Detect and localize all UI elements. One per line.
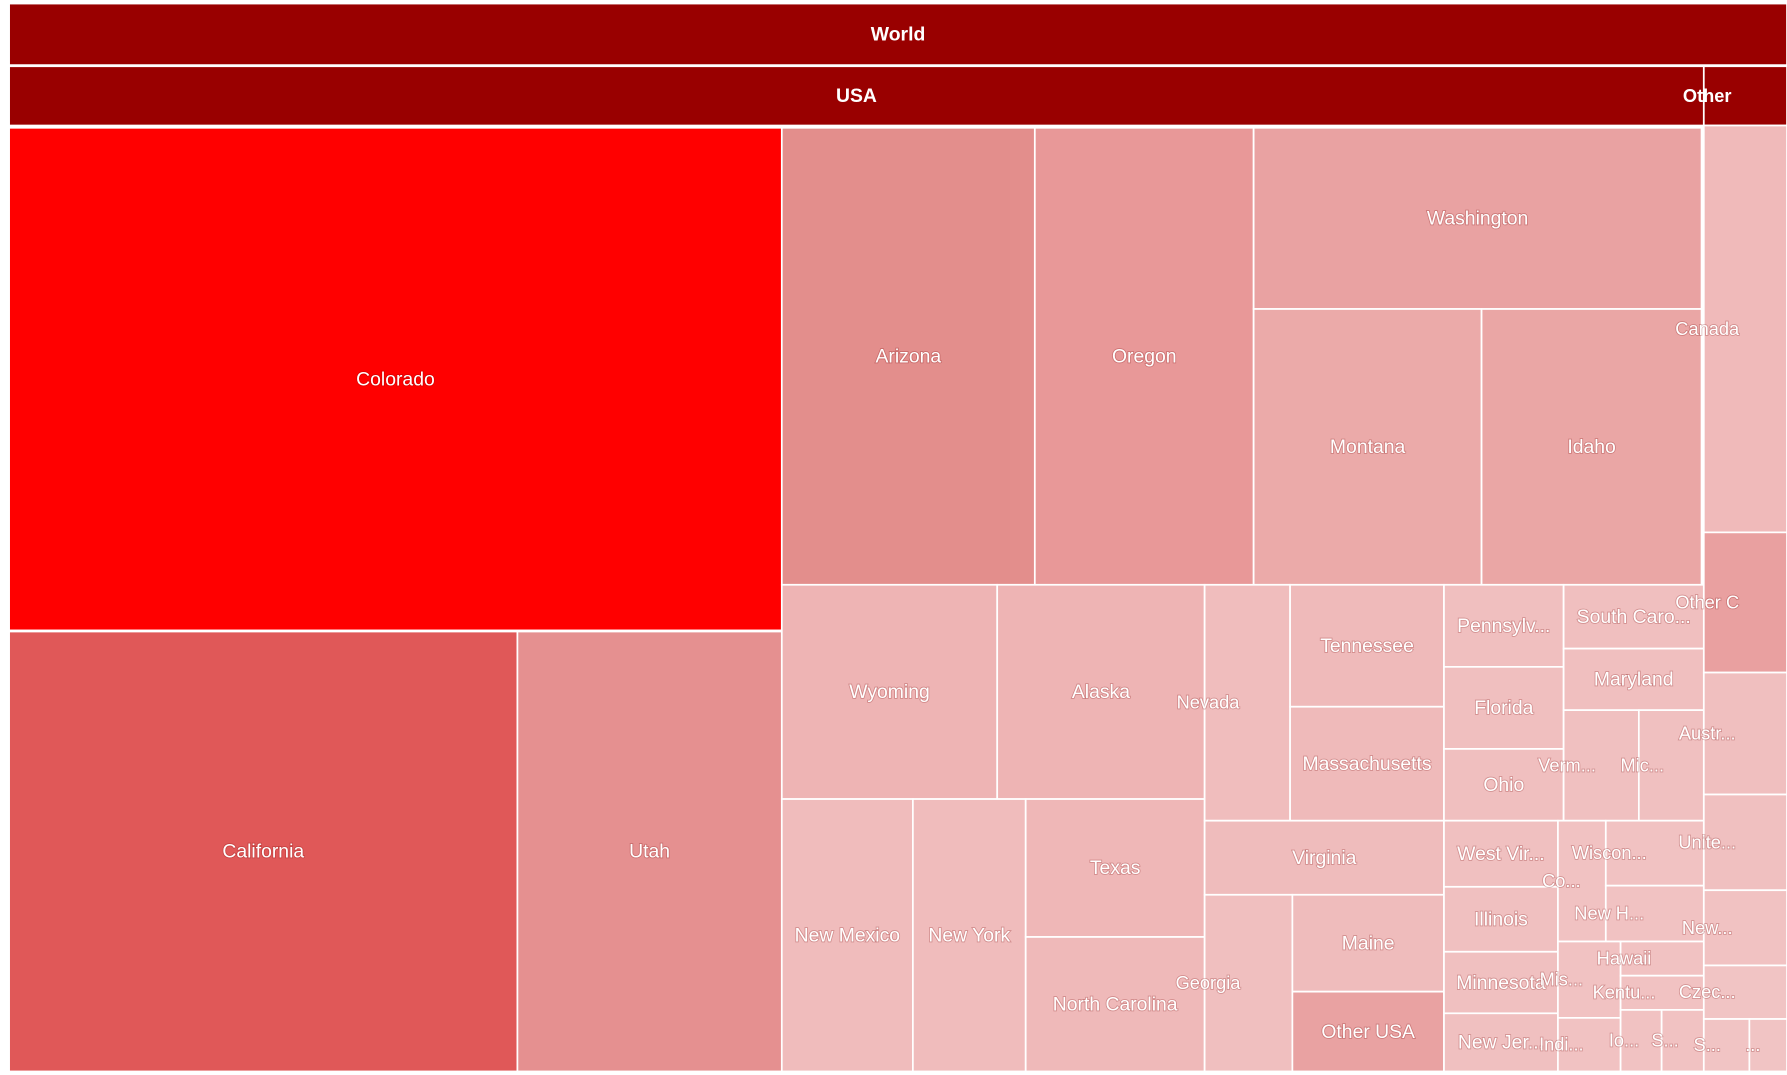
treemap-cell[interactable] (780, 126, 1036, 586)
treemap-cell[interactable] (996, 583, 1206, 800)
cell-label: World (871, 24, 926, 46)
cell-label: Io... (1609, 1030, 1639, 1051)
treemap-cell[interactable] (1702, 65, 1787, 127)
cell-label: Mic... (1620, 754, 1664, 775)
treemap-cell[interactable] (1604, 884, 1705, 943)
cell-label: Washington (1427, 208, 1529, 230)
treemap-cell[interactable] (1024, 936, 1206, 1073)
cell-label: Indi... (1539, 1034, 1584, 1055)
cell-label: Other USA (1321, 1021, 1415, 1043)
treemap-cell[interactable] (1702, 793, 1787, 892)
cell-label: Mis... (1540, 969, 1584, 990)
treemap-cell[interactable] (1562, 647, 1705, 712)
treemap-cell[interactable] (1562, 583, 1705, 650)
cell-label: California (222, 841, 304, 863)
cell-label: Virginia (1292, 847, 1356, 869)
cell-label: ... (1745, 1034, 1760, 1055)
treemap-cell[interactable] (1702, 531, 1787, 674)
treemap-cell[interactable] (1619, 974, 1705, 1011)
cell-label: Montana (1330, 436, 1406, 458)
treemap-cell[interactable] (1033, 126, 1255, 586)
treemap-cell[interactable] (1203, 583, 1291, 822)
cell-label: Unite... (1678, 831, 1736, 852)
cell-label: New York (928, 924, 1010, 946)
cell-label: Co... (1542, 870, 1580, 891)
treemap-cell[interactable] (1619, 1009, 1663, 1073)
treemap-cell[interactable] (516, 630, 783, 1073)
cell-label: Oregon (1112, 346, 1177, 368)
treemap-cell[interactable] (1252, 126, 1703, 310)
cell-label: Tennessee (1320, 635, 1414, 657)
treemap-cell[interactable] (1443, 1012, 1559, 1073)
cell-label: Alaska (1072, 681, 1130, 703)
cell-label: Kentu... (1593, 982, 1656, 1003)
cell-label: New Mexico (795, 924, 900, 946)
cell-label: Utah (629, 841, 670, 863)
treemap-cell[interactable] (780, 583, 999, 800)
cell-label: Canada (1675, 318, 1740, 339)
treemap-cell[interactable] (1289, 705, 1445, 822)
treemap-cell[interactable] (1443, 748, 1565, 822)
cell-label: Nevada (1177, 692, 1241, 713)
treemap-cell[interactable] (1024, 798, 1206, 938)
cell-label: Pennsylv... (1457, 615, 1550, 637)
treemap-cell[interactable] (1748, 1018, 1787, 1073)
cell-label: New Jer... (1458, 1032, 1544, 1054)
treemap-cell[interactable] (8, 126, 783, 632)
cell-label: Austr... (1679, 722, 1736, 743)
cell-label: Hawaii (1597, 948, 1652, 969)
cell-label: New... (1682, 917, 1733, 938)
cell-label: Other C (1675, 591, 1739, 612)
cell-label: South Caro... (1577, 606, 1691, 628)
cell-label: Maryland (1594, 669, 1674, 691)
treemap-cell[interactable] (1291, 893, 1445, 993)
cell-label: Florida (1474, 697, 1533, 719)
cell-label: West Vir... (1457, 843, 1545, 865)
cell-label: Arizona (875, 346, 941, 368)
treemap-cell[interactable] (8, 2, 1787, 66)
cell-label: Czec... (1679, 981, 1736, 1002)
cell-label: Minnesota (1456, 972, 1546, 994)
cell-label: S... (1651, 1030, 1678, 1051)
treemap-cell[interactable] (780, 798, 914, 1073)
treemap-cell[interactable] (1291, 990, 1445, 1073)
cell-label: Idaho (1567, 436, 1615, 458)
cell-label: Illinois (1474, 909, 1528, 931)
treemap-cell[interactable] (1203, 893, 1294, 1073)
treemap-cell[interactable] (912, 798, 1027, 1073)
cell-label: New H... (1574, 903, 1644, 924)
treemap-cell[interactable] (1557, 940, 1622, 1019)
treemap-cell[interactable] (1702, 964, 1787, 1020)
treemap-cell[interactable] (1252, 308, 1483, 586)
treemap-cell[interactable] (1289, 583, 1445, 708)
cell-label: Ohio (1483, 774, 1524, 796)
cell-label: Wiscon... (1572, 842, 1647, 863)
cell-label: Maine (1342, 932, 1395, 954)
treemap-cell[interactable] (1660, 1009, 1705, 1073)
cell-label: Wyoming (849, 681, 930, 703)
treemap-cell[interactable] (1443, 583, 1565, 668)
cell-label: Texas (1090, 857, 1141, 879)
cell-label: Massachusetts (1302, 753, 1431, 775)
treemap-cell[interactable] (1702, 1018, 1751, 1073)
cell-label: USA (836, 85, 877, 107)
treemap-cell[interactable] (8, 630, 519, 1073)
cell-label: Verm... (1538, 754, 1596, 775)
cell-label: Other (1683, 85, 1732, 106)
treemap-cell[interactable] (1702, 671, 1787, 796)
cell-label: Georgia (1176, 972, 1242, 993)
cell-label: North Carolina (1053, 993, 1178, 1015)
cell-label: Colorado (356, 368, 435, 390)
treemap-cell[interactable] (1443, 665, 1565, 750)
cell-label: S... (1694, 1034, 1721, 1055)
treemap-cell[interactable] (1562, 709, 1640, 822)
